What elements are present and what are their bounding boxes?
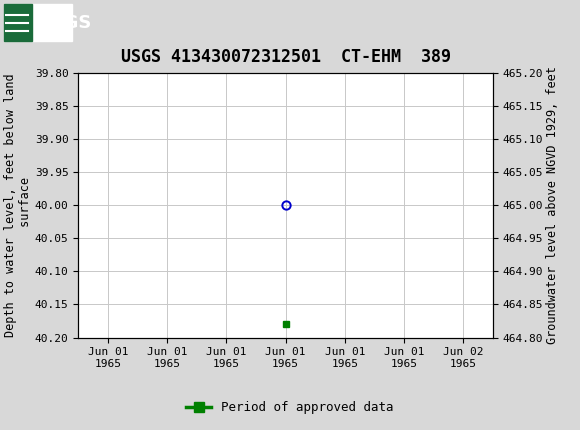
Legend: Period of approved data: Period of approved data — [181, 396, 399, 419]
FancyBboxPatch shape — [4, 4, 72, 41]
Text: USGS: USGS — [36, 14, 92, 32]
Y-axis label: Depth to water level, feet below land
 surface: Depth to water level, feet below land su… — [4, 74, 32, 337]
FancyBboxPatch shape — [4, 4, 32, 41]
Title: USGS 413430072312501  CT-EHM  389: USGS 413430072312501 CT-EHM 389 — [121, 48, 451, 66]
Y-axis label: Groundwater level above NGVD 1929, feet: Groundwater level above NGVD 1929, feet — [546, 66, 559, 344]
